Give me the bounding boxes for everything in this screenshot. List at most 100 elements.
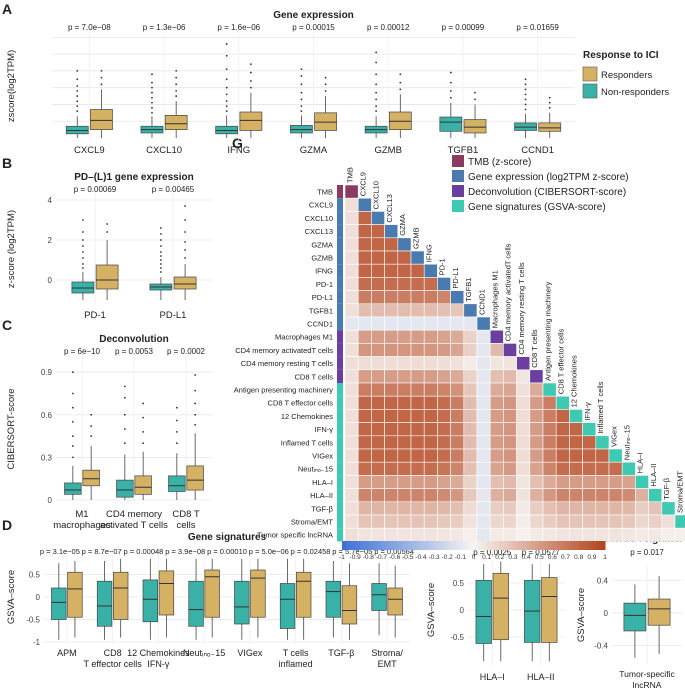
heatmap-cell xyxy=(357,329,372,344)
outlier-point xyxy=(194,423,197,426)
group-bar-segment xyxy=(337,475,343,489)
heatmap-cell xyxy=(529,409,544,423)
heatmap-cell xyxy=(595,435,610,450)
heatmap-cell xyxy=(635,488,649,503)
heatmap-cell xyxy=(410,461,425,476)
column-label: IFNG xyxy=(424,244,433,262)
column-label: HLA–I xyxy=(636,453,645,474)
box xyxy=(623,602,647,632)
heatmap-cell xyxy=(384,501,399,516)
outlier-point xyxy=(300,91,303,94)
heatmap-cell xyxy=(582,527,597,542)
heatmap-cell xyxy=(450,448,465,463)
heatmap-cell xyxy=(516,488,531,503)
box xyxy=(134,475,152,495)
outlier-point xyxy=(375,83,378,86)
heatmap-cell xyxy=(437,475,451,489)
heatmap-cell xyxy=(344,263,359,278)
heatmap-cell xyxy=(371,343,385,357)
colorbar-tick-label: -0.8 xyxy=(363,554,375,561)
heatmap-cell xyxy=(569,448,583,463)
heatmap-cell xyxy=(384,250,399,265)
colorbar-segment xyxy=(552,541,558,550)
category-label: PD-1 xyxy=(84,310,106,321)
heatmap-cell xyxy=(344,527,359,542)
p-value: p = 6e−10 xyxy=(64,347,101,356)
heatmap-cell xyxy=(476,501,491,516)
category-label: Stroma/ xyxy=(371,648,403,658)
heatmap-cell xyxy=(357,409,372,423)
outlier-point xyxy=(524,98,527,101)
category-label: Tumor-specific xyxy=(619,669,675,679)
box xyxy=(158,570,175,616)
heatmap-cell xyxy=(437,514,451,529)
heatmap-cell xyxy=(371,224,385,239)
outlier-point xyxy=(524,103,527,106)
box xyxy=(64,482,82,495)
heatmap-cell xyxy=(569,514,583,529)
outlier-point xyxy=(184,257,187,259)
colorbar-segment xyxy=(574,541,580,550)
colorbar-segment xyxy=(504,541,510,550)
outlier-point xyxy=(76,100,79,102)
row-label: CD4 memory resting T cells xyxy=(241,359,333,368)
heatmap-cell xyxy=(357,224,372,239)
y-tick-label: 0.5 xyxy=(453,579,465,588)
heatmap-cell xyxy=(450,501,465,516)
heatmap-cell xyxy=(582,422,597,437)
category-label: CXCL10 xyxy=(146,145,182,156)
heatmap-cell xyxy=(410,409,425,423)
heatmap-cell xyxy=(569,461,583,476)
box xyxy=(116,479,134,498)
category-label: lncRNA xyxy=(633,680,662,690)
colorbar-segment xyxy=(403,541,409,550)
colorbar-segment xyxy=(377,541,382,550)
heatmap-cell xyxy=(555,395,570,410)
heatmap-cell xyxy=(463,488,478,503)
outlier-point xyxy=(175,83,178,86)
outlier-point xyxy=(71,435,74,437)
box xyxy=(439,116,463,132)
outlier-point xyxy=(399,73,402,76)
heatmap-cell xyxy=(555,527,570,542)
heatmap-cell xyxy=(423,475,438,489)
heatmap-cell xyxy=(476,448,491,463)
heatmap-cell xyxy=(529,395,544,410)
heatmap-cell xyxy=(608,527,623,542)
outlier-point xyxy=(449,90,452,92)
y-tick-label: 0 xyxy=(48,496,53,505)
y-tick-label: 0.6 xyxy=(41,411,53,420)
heatmap-cell xyxy=(463,369,478,384)
group-bar-segment xyxy=(337,343,343,357)
heatmap-cell xyxy=(423,488,438,503)
legend-swatch-nonresponders xyxy=(582,83,598,99)
column-label: GZMB xyxy=(411,227,420,249)
heatmap-cell xyxy=(489,356,504,371)
box xyxy=(296,571,312,618)
colorbar-segment xyxy=(600,541,606,550)
heatmap-cell xyxy=(410,303,425,318)
outlier-point xyxy=(175,419,178,422)
heatmap-cell xyxy=(423,316,438,331)
heatmap-cell xyxy=(397,475,412,489)
heatmap-cell xyxy=(621,461,636,476)
heatmap-cell xyxy=(437,488,451,503)
heatmap-cell xyxy=(371,277,385,291)
heatmap-cell xyxy=(542,475,557,489)
heatmap-cell xyxy=(503,409,517,423)
heatmap-cell xyxy=(357,277,372,291)
outlier-point xyxy=(375,105,378,108)
outlier-point xyxy=(449,81,452,84)
heatmap-cell xyxy=(450,356,465,371)
colorbar-tick-label: -0.3 xyxy=(428,554,440,561)
heatmap-cell xyxy=(423,290,438,305)
outlier-point xyxy=(399,88,402,91)
heatmap-cell xyxy=(437,303,451,318)
heatmap-cell xyxy=(569,488,583,503)
heatmap-cell xyxy=(410,488,425,503)
gene-expression-boxplot: Gene expression zscore(log2TPM) p = 7.0e−0… xyxy=(6,10,575,156)
panel-letter-a: A xyxy=(2,1,12,17)
heatmap-cell xyxy=(463,461,478,476)
heatmap-cell xyxy=(384,369,399,384)
heatmap-cell xyxy=(635,527,649,542)
